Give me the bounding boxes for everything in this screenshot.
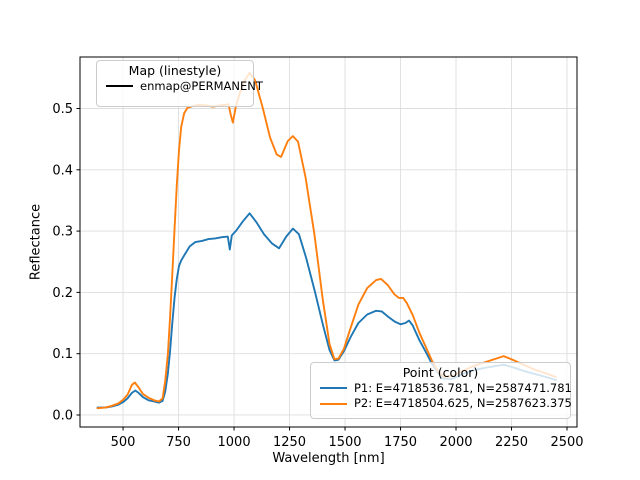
map-legend-item: enmap@PERMANENT [97,79,263,95]
map-legend: Map (linestyle) enmap@PERMANENT [96,60,263,107]
x-tick-label: 2000 [439,435,472,450]
y-tick-label: 0.0 [52,408,73,423]
x-tick-label: 1500 [328,435,361,450]
p2-legend-label: P2: E=4718504.625, N=2587623.375 [354,396,572,410]
x-tick-label: 1750 [384,435,417,450]
plot-border [79,56,578,428]
x-tick-label: 500 [111,435,136,450]
map-legend-label: enmap@PERMANENT [140,78,263,93]
p2-line-sample-icon [320,402,347,405]
y-axis-label: Reflectance [28,203,44,281]
y-tick-label: 0.5 [52,102,73,117]
x-tick-label: 1250 [273,435,306,450]
x-tick-label: 2250 [495,435,528,450]
x-tick-label: 1000 [218,435,251,450]
y-tick-label: 0.3 [52,225,73,240]
y-tick-label: 0.1 [52,347,73,362]
y-tick-label: 0.4 [52,163,73,178]
point-legend: Point (color) P1: E=4718536.781, N=25874… [310,362,572,419]
point-legend-title: Point (color) [402,365,479,380]
y-tick-label: 0.2 [52,286,73,301]
point-legend-item-p2: P2: E=4718504.625, N=2587623.375 [311,396,572,412]
x-tick-label: 750 [166,435,191,450]
map-line-sample-icon [106,85,133,88]
x-tick-label: 2500 [550,435,583,450]
p1-line-sample-icon [320,387,347,390]
series-line-p2 [96,71,557,410]
x-axis-label: Wavelength [nm] [272,451,385,466]
p1-legend-label: P1: E=4718536.781, N=2587471.781 [354,380,572,395]
map-legend-title: Map (linestyle) [128,63,222,78]
point-legend-item-p1: P1: E=4718536.781, N=2587471.781 [311,380,572,397]
